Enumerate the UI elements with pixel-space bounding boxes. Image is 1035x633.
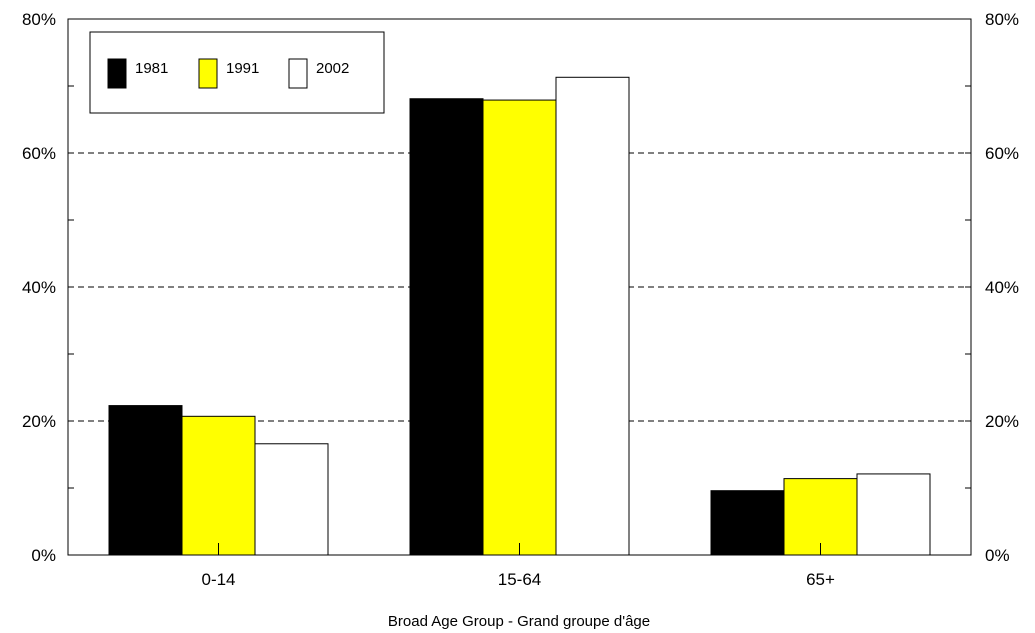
- legend-swatch-2002: [288, 58, 308, 89]
- x-axis-title: Broad Age Group - Grand groupe d'âge: [388, 613, 650, 630]
- bar-65+-1981: [710, 490, 785, 556]
- bar-0-14-1991: [181, 415, 256, 556]
- bar-15-64-1991: [482, 99, 557, 556]
- bars: [108, 76, 931, 556]
- left-y-tick-label: 0%: [31, 546, 56, 565]
- x-category-label: 15-64: [498, 570, 541, 589]
- legend-box: [89, 31, 385, 114]
- left-y-axis: 0% 20% 40% 60% 80%: [22, 10, 56, 565]
- left-y-tick-label: 40%: [22, 278, 56, 297]
- legend-swatch-1991: [198, 58, 218, 89]
- bar-0-14-2002: [254, 443, 329, 556]
- legend: 1981 1991 2002: [89, 31, 385, 114]
- right-y-tick-label: 80%: [985, 10, 1019, 29]
- x-category-label: 65+: [806, 570, 835, 589]
- bar-15-64-1981: [409, 98, 484, 556]
- x-axis: 0-14 15-64 65+: [201, 570, 835, 589]
- right-y-tick-label: 60%: [985, 144, 1019, 163]
- right-y-tick-label: 40%: [985, 278, 1019, 297]
- left-y-tick-label: 80%: [22, 10, 56, 29]
- bar-15-64-2002: [555, 76, 630, 556]
- axis-ticks: [68, 18, 971, 556]
- left-y-tick-label: 60%: [22, 144, 56, 163]
- right-y-tick-label: 20%: [985, 412, 1019, 431]
- right-y-tick-label: 0%: [985, 546, 1010, 565]
- bar-0-14-1981: [108, 405, 183, 556]
- legend-label-2002: 2002: [316, 60, 349, 77]
- left-y-tick-label: 20%: [22, 412, 56, 431]
- bar-65+-1991: [783, 478, 858, 556]
- bar-65+-2002: [856, 473, 931, 556]
- x-category-label: 0-14: [201, 570, 235, 589]
- legend-swatch-1981: [107, 58, 127, 89]
- legend-label-1991: 1991: [226, 60, 259, 77]
- right-y-axis: 0% 20% 40% 60% 80%: [985, 10, 1019, 565]
- legend-label-1981: 1981: [135, 60, 168, 77]
